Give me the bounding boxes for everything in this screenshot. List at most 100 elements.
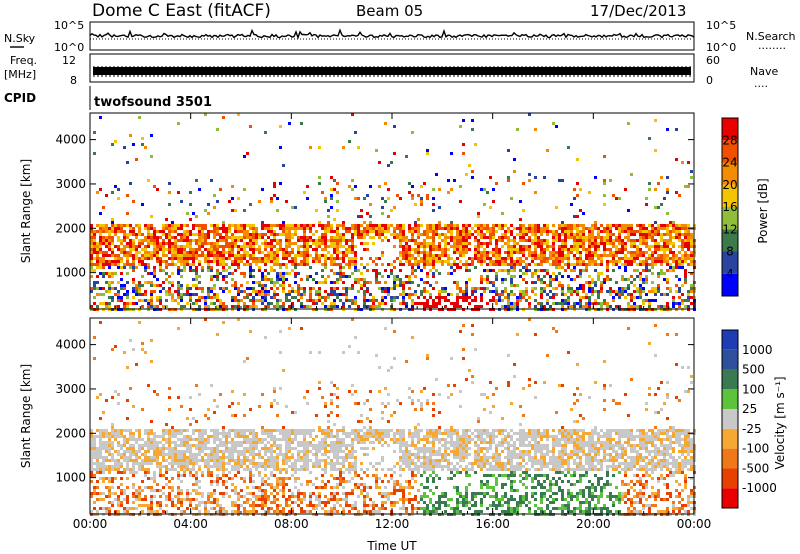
power-cell: [456, 230, 459, 233]
power-cell: [483, 254, 486, 257]
power-cell: [438, 260, 441, 263]
power-cell: [624, 263, 627, 266]
power-cell: [180, 263, 183, 266]
power-cell: [417, 233, 420, 236]
power-cell: [480, 224, 483, 227]
velocity-cell: [168, 444, 171, 447]
power-cell: [444, 239, 447, 242]
power-cell: [564, 293, 567, 296]
velocity-cell: [162, 450, 165, 453]
power-cell: [117, 266, 120, 269]
power-cell: [417, 302, 420, 305]
velocity-cell: [150, 459, 153, 462]
power-cell: [657, 290, 660, 293]
power-cell: [111, 251, 114, 254]
power-cell: [633, 305, 636, 308]
power-cell: [348, 275, 351, 278]
power-cell: [309, 146, 312, 149]
power-cell: [105, 242, 108, 245]
power-cell: [591, 230, 594, 233]
station-title: Dome C East (fitACF): [92, 1, 271, 21]
power-cell: [687, 290, 690, 293]
power-cell: [324, 224, 327, 227]
power-cell: [624, 188, 627, 191]
power-colorbar-label: Power [dB]: [756, 178, 770, 243]
power-cell: [363, 305, 366, 308]
power-cell: [564, 269, 567, 272]
velocity-cell: [249, 429, 252, 432]
velocity-cell: [198, 453, 201, 456]
power-cell: [243, 290, 246, 293]
power-cell: [234, 245, 237, 248]
power-cell: [381, 233, 384, 236]
power-cell: [627, 287, 630, 290]
velocity-cell: [249, 504, 252, 507]
power-cell: [174, 299, 177, 302]
power-cell: [654, 233, 657, 236]
power-cell: [189, 248, 192, 251]
power-cell: [141, 275, 144, 278]
power-cell: [363, 290, 366, 293]
power-cell: [123, 233, 126, 236]
power-cell: [429, 227, 432, 230]
velocity-cell: [120, 447, 123, 450]
power-cell: [294, 233, 297, 236]
power-cell: [408, 281, 411, 284]
power-cell: [585, 305, 588, 308]
power-cell: [555, 251, 558, 254]
power-cell: [648, 224, 651, 227]
power-cell: [393, 227, 396, 230]
power-cell: [579, 260, 582, 263]
power-cell: [273, 185, 276, 188]
velocity-cell: [135, 363, 138, 366]
power-cell: [426, 194, 429, 197]
power-cell: [447, 179, 450, 182]
power-cell: [603, 299, 606, 302]
power-cell: [597, 248, 600, 251]
power-cell: [294, 242, 297, 245]
power-cell: [114, 260, 117, 263]
power-cell: [624, 260, 627, 263]
power-cell: [678, 260, 681, 263]
power-cell: [294, 272, 297, 275]
velocity-cell: [249, 438, 252, 441]
power-cell: [237, 293, 240, 296]
velocity-cell: [111, 396, 114, 399]
power-cell: [354, 185, 357, 188]
power-cell: [501, 233, 504, 236]
power-cell: [270, 302, 273, 305]
power-cell: [135, 245, 138, 248]
power-cell: [645, 230, 648, 233]
power-cell: [426, 260, 429, 263]
velocity-cell: [222, 510, 225, 513]
power-cell: [630, 242, 633, 245]
velocity-cell: [240, 504, 243, 507]
velocity-cell: [129, 471, 132, 474]
power-cell: [357, 230, 360, 233]
power-cell: [213, 293, 216, 296]
power-cell: [582, 269, 585, 272]
power-cell: [528, 251, 531, 254]
power-cell: [636, 287, 639, 290]
velocity-cell: [93, 447, 96, 450]
power-cell: [303, 260, 306, 263]
power-cell: [558, 266, 561, 269]
power-cell: [684, 278, 687, 281]
power-cell: [462, 254, 465, 257]
power-cell: [165, 263, 168, 266]
power-cell: [234, 236, 237, 239]
velocity-cell: [219, 465, 222, 468]
power-cell: [396, 257, 399, 260]
power-cell: [594, 242, 597, 245]
velocity-cell: [246, 486, 249, 489]
velocity-cell: [222, 453, 225, 456]
power-cell: [432, 197, 435, 200]
velocity-cell: [165, 510, 168, 513]
power-cell: [588, 242, 591, 245]
power-cell: [423, 260, 426, 263]
power-cell: [207, 266, 210, 269]
velocity-cell: [165, 432, 168, 435]
power-cell: [198, 188, 201, 191]
velocity-cell: [168, 453, 171, 456]
velocity-cell: [246, 456, 249, 459]
